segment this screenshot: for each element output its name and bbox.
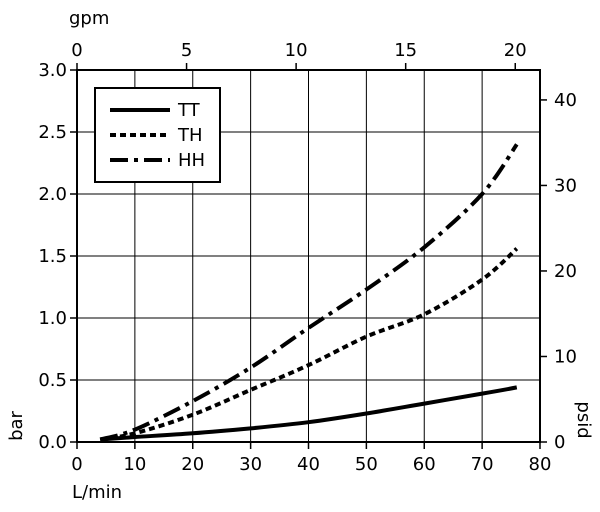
y-axis-label: bar xyxy=(6,410,27,440)
right-y-axis-label: psid xyxy=(573,401,594,438)
right-y-tick-label: 10 xyxy=(554,346,577,367)
right-y-tick-label: 20 xyxy=(554,261,577,282)
tick-marks xyxy=(70,63,547,449)
series-line-hh xyxy=(99,143,519,442)
x-tick-label: 20 xyxy=(181,454,204,475)
x-tick-label: 70 xyxy=(471,454,494,475)
top-x-axis-label: gpm xyxy=(69,8,109,29)
x-tick-label: 0 xyxy=(71,454,82,475)
y-tick-label: 1.0 xyxy=(38,308,67,329)
y-tick-label: 0.5 xyxy=(38,370,67,391)
legend-label-hh: HH xyxy=(178,150,205,171)
x-axis-label: L/min xyxy=(72,482,122,503)
series-line-tt xyxy=(100,385,518,442)
y-tick-label: 2.0 xyxy=(38,184,67,205)
tick-labels: 0 10 20 30 40 50 60 70 800.00.51.01.52.02.53.00 5… xyxy=(38,40,577,475)
x-tick-label: 60 xyxy=(413,454,436,475)
right-y-tick-label: 40 xyxy=(554,90,577,111)
x-tick-label: 10 xyxy=(123,454,146,475)
top-x-tick-label: 5 xyxy=(181,40,192,61)
legend-label-tt: TT xyxy=(177,100,201,121)
right-y-tick-label: 0 xyxy=(554,432,565,453)
top-x-tick-label: 15 xyxy=(394,40,417,61)
top-x-tick-label: 0 xyxy=(71,40,82,61)
y-tick-label: 3.0 xyxy=(38,60,67,81)
top-x-tick-label: 20 xyxy=(504,40,527,61)
series-lines xyxy=(99,143,519,442)
series-line-th xyxy=(99,247,519,442)
x-tick-label: 40 xyxy=(297,454,320,475)
right-y-tick-label: 30 xyxy=(554,175,577,196)
x-tick-label: 80 xyxy=(529,454,552,475)
y-tick-label: 0.0 xyxy=(38,432,67,453)
y-tick-label: 1.5 xyxy=(38,246,67,267)
x-tick-label: 30 xyxy=(239,454,262,475)
legend: TT TH HH xyxy=(94,87,221,183)
top-x-tick-label: 10 xyxy=(285,40,308,61)
y-tick-label: 2.5 xyxy=(38,122,67,143)
legend-label-th: TH xyxy=(177,125,203,146)
x-tick-label: 50 xyxy=(355,454,378,475)
